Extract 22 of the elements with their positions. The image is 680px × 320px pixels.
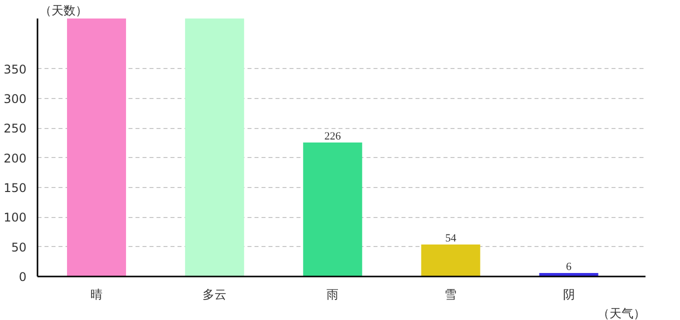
y-tick-label: 150 bbox=[4, 181, 26, 196]
x-tick-label: 雪 bbox=[444, 288, 457, 302]
bar bbox=[185, 18, 244, 276]
x-tick-label: 多云 bbox=[202, 288, 227, 302]
y-tick-label: 50 bbox=[11, 240, 27, 254]
data-label: 54 bbox=[445, 232, 457, 244]
y-tick-label: 0 bbox=[18, 270, 27, 284]
y-tick-label: 300 bbox=[4, 92, 26, 106]
data-label: 6 bbox=[566, 260, 572, 273]
x-tick-label: 阴 bbox=[562, 288, 575, 302]
y-tick-label: 250 bbox=[4, 122, 26, 136]
y-tick-label: 200 bbox=[4, 151, 26, 166]
bar bbox=[67, 18, 126, 276]
x-tick-label: 雨 bbox=[326, 288, 339, 302]
bar bbox=[303, 142, 362, 276]
x-tick-label: 晴 bbox=[90, 288, 103, 302]
y-axis-title: （天数） bbox=[40, 4, 88, 18]
y-tick-label: 350 bbox=[4, 62, 26, 76]
y-tick-label: 100 bbox=[4, 210, 26, 225]
bar bbox=[421, 244, 480, 276]
x-axis-title: （天气） bbox=[598, 306, 646, 320]
data-label: 226 bbox=[324, 130, 342, 142]
